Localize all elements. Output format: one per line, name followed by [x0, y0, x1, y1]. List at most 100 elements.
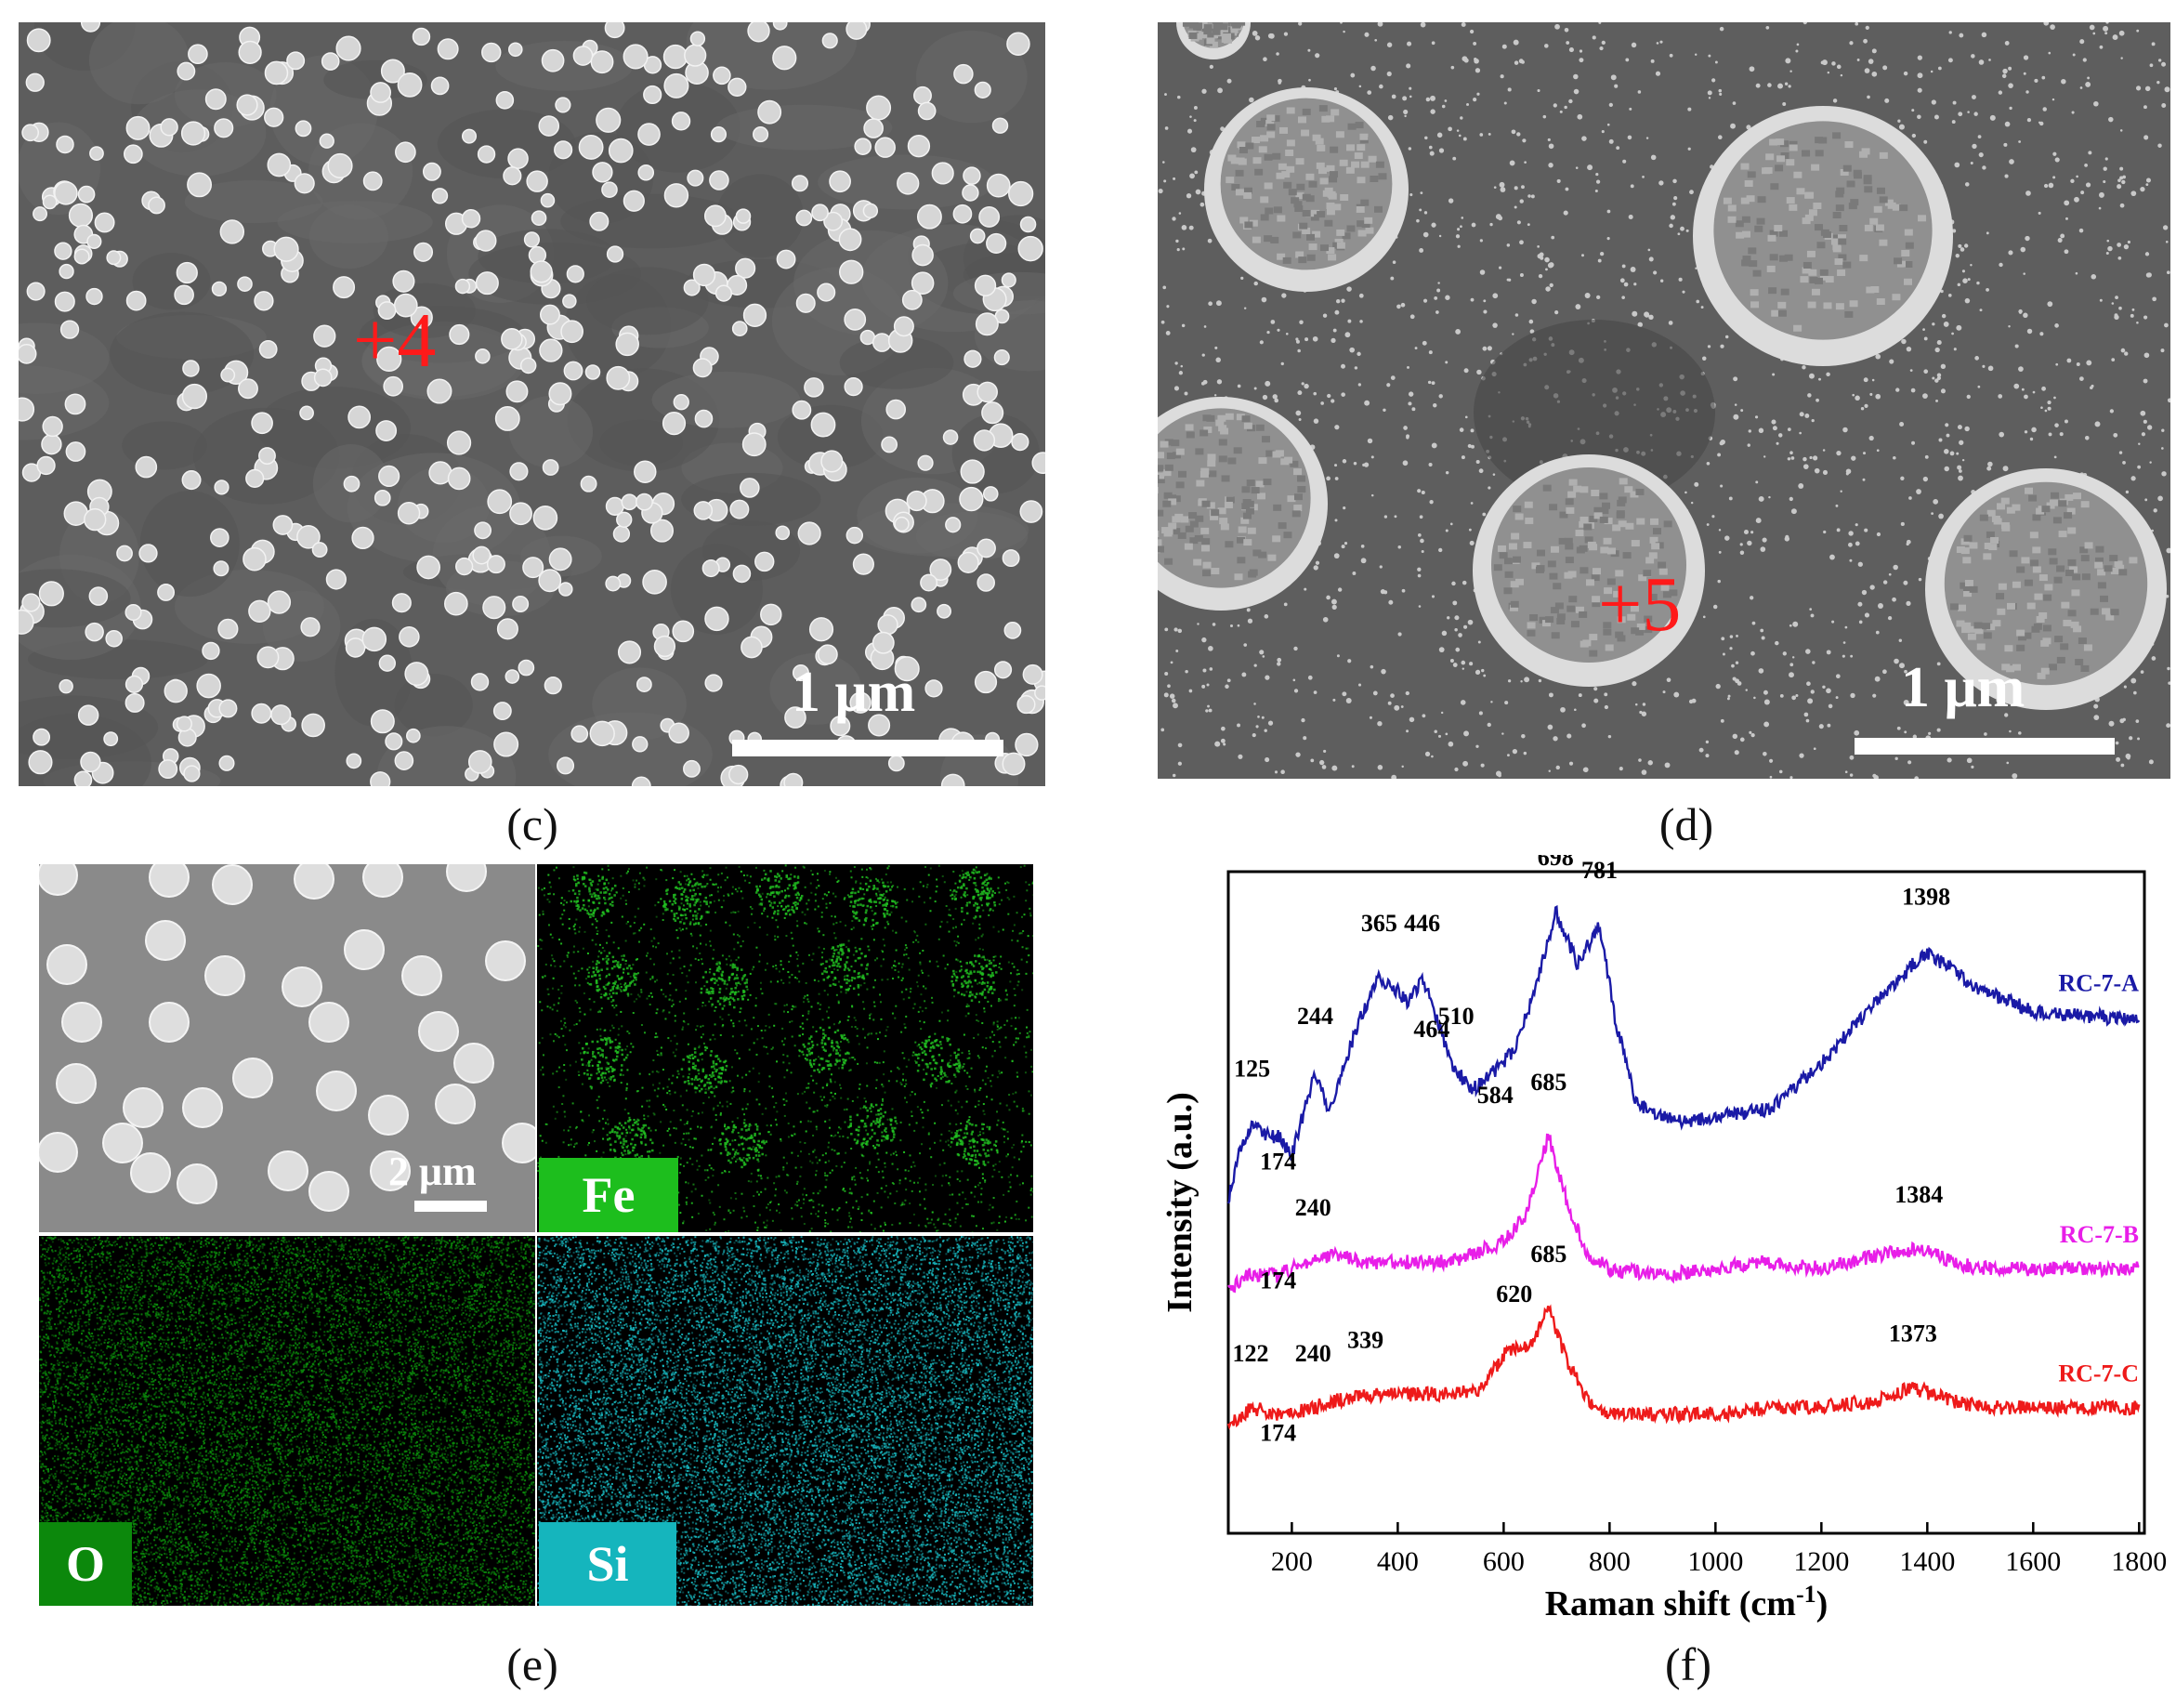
particle: [130, 1152, 171, 1193]
nanoparticle: [874, 137, 896, 158]
fe-map-dots: [537, 864, 1033, 1232]
caption-d: (d): [1631, 797, 1742, 851]
particle: [453, 1043, 494, 1084]
nanoparticle: [872, 631, 895, 654]
y-axis-label: Intensity (a.u.): [1160, 1092, 1199, 1313]
nanoparticle: [73, 770, 93, 786]
nanoparticle: [649, 519, 675, 543]
nanoparticle: [301, 713, 325, 738]
caption-c: (c): [477, 797, 588, 851]
nanoparticle: [963, 349, 982, 368]
nanoparticle: [157, 584, 176, 601]
particle: [401, 955, 442, 996]
nanoparticle: [248, 599, 271, 623]
nanoparticle: [558, 582, 573, 597]
nanoparticle: [776, 249, 796, 269]
nanoparticle: [84, 507, 107, 532]
nanoparticle: [592, 162, 613, 183]
sem-image-d: [1158, 22, 2170, 779]
nanoparticle: [753, 126, 769, 143]
nanoparticle: [188, 44, 208, 65]
nanoparticle: [196, 673, 221, 699]
nanoparticle: [866, 95, 892, 121]
nanoparticle: [430, 76, 450, 96]
nanoparticle: [845, 526, 864, 545]
nanoparticle: [335, 35, 361, 61]
nanoparticle: [422, 162, 441, 181]
nanoparticle: [538, 115, 560, 137]
nanoparticle: [413, 242, 434, 262]
nanoparticle: [852, 553, 874, 575]
nanoparticle: [974, 670, 998, 694]
nanoparticle: [85, 287, 103, 306]
nanoparticle: [977, 381, 998, 403]
nanoparticle: [254, 291, 274, 311]
scale-bar-d: [1855, 738, 2115, 755]
nanoparticle: [183, 765, 201, 782]
nanoparticle: [33, 206, 48, 222]
nanoparticle: [942, 429, 959, 445]
nanoparticle: [59, 678, 73, 694]
nanoparticle: [713, 66, 731, 85]
nanoparticle: [380, 59, 405, 84]
fe-label: Fe: [539, 1158, 678, 1232]
scale-bar-c: [732, 740, 1003, 756]
nanoparticle: [54, 180, 78, 205]
nanoparticle: [1006, 32, 1030, 56]
nanoparticle: [267, 152, 292, 177]
particle: [316, 1071, 357, 1111]
nanoparticle: [986, 173, 1011, 198]
nanoparticle: [444, 591, 468, 616]
nanoparticle: [296, 524, 321, 549]
series-RC-7-A: [1226, 905, 2141, 1204]
nanoparticle: [924, 679, 943, 698]
nanoparticle: [238, 378, 258, 400]
nanoparticle: [957, 551, 979, 573]
nanoparticle: [182, 360, 200, 377]
nanoparticle: [772, 22, 788, 31]
nanoparticle: [617, 640, 642, 664]
nanoparticle: [555, 97, 571, 113]
nanoparticle: [797, 521, 821, 545]
nanoparticle: [461, 128, 478, 144]
nanoparticle: [270, 704, 292, 726]
micro-disk-field: [1158, 22, 2170, 779]
particle: [149, 1002, 190, 1043]
nanoparticle: [103, 731, 119, 747]
nanoparticle: [532, 506, 558, 531]
peak-label: 339: [1347, 1327, 1383, 1354]
particle: [232, 1058, 273, 1098]
peak-label: 240: [1295, 1194, 1331, 1221]
particle: [368, 1095, 409, 1136]
particle: [39, 1132, 78, 1173]
nanoparticle: [213, 560, 229, 577]
nanoparticle: [872, 333, 892, 352]
nanoparticle: [523, 231, 541, 248]
nanoparticle: [187, 172, 213, 198]
nanoparticle: [986, 232, 1007, 255]
nanoparticle: [374, 489, 391, 506]
peak-label: 584: [1477, 1082, 1514, 1109]
caption-e: (e): [477, 1637, 588, 1691]
nanoparticle: [916, 204, 942, 230]
series-line: [1226, 905, 2141, 1204]
nanoparticle: [461, 209, 481, 229]
series-RC-7-B: [1227, 1133, 2140, 1294]
nanoparticle: [662, 412, 687, 436]
nanoparticle: [862, 203, 879, 219]
nanoparticle: [54, 291, 75, 312]
nanoparticle: [26, 28, 51, 53]
nanoparticle: [963, 166, 981, 185]
nanoparticle: [42, 415, 63, 438]
nanoparticle: [709, 170, 729, 191]
nanoparticle: [693, 501, 714, 520]
particle: [182, 1087, 223, 1128]
nanoparticle: [530, 260, 553, 283]
nanoparticle: [38, 581, 64, 607]
nanoparticle: [507, 148, 529, 169]
nanoparticle: [792, 400, 812, 420]
nanoparticle: [41, 433, 62, 455]
nanoparticle: [589, 720, 615, 747]
nanoparticle: [732, 564, 752, 584]
particle: [123, 1087, 164, 1128]
